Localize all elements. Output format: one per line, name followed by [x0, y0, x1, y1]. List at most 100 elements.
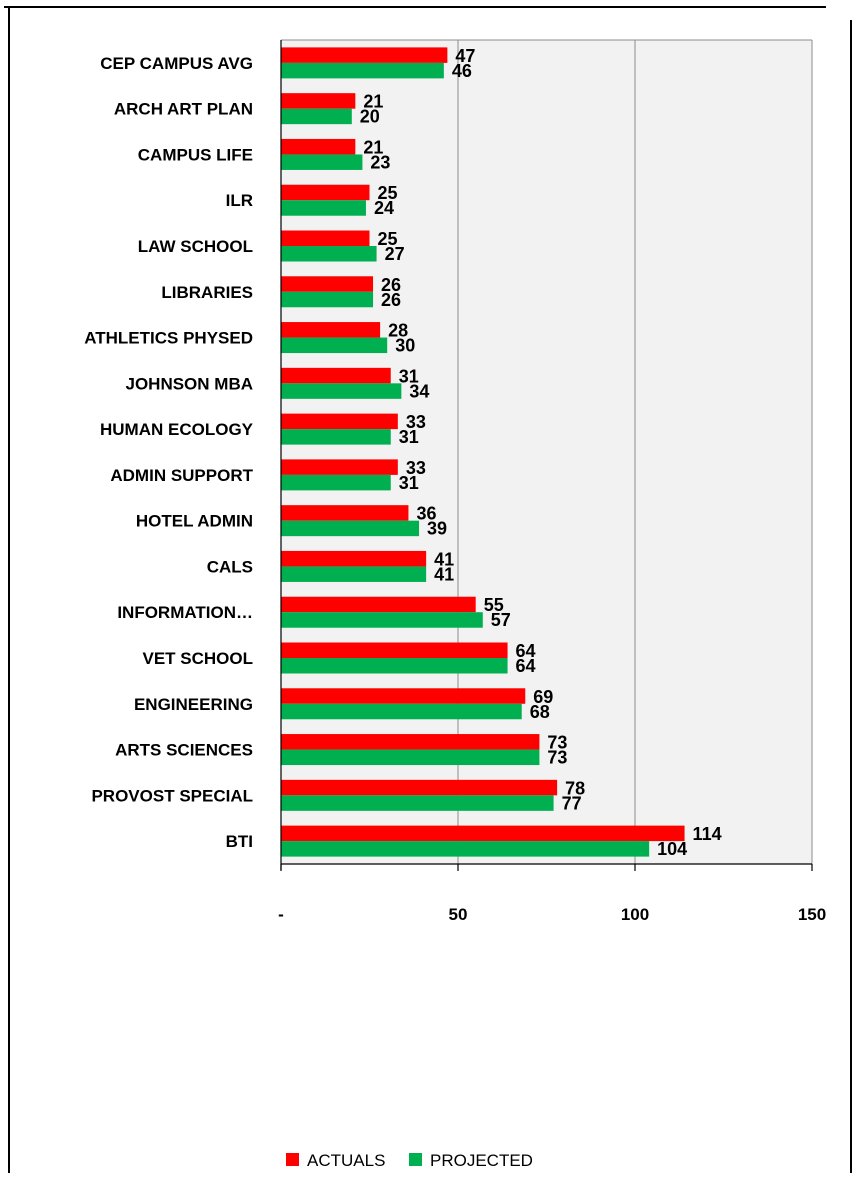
data-label-actuals: 36 [416, 504, 436, 524]
bar-actuals [281, 642, 508, 658]
data-label-projected: 31 [399, 427, 419, 447]
category-label: ARTS SCIENCES [115, 741, 253, 760]
data-label-projected: 31 [399, 473, 419, 493]
legend-swatch-actuals [286, 1153, 299, 1166]
data-label-projected: 23 [370, 152, 390, 172]
category-label: HUMAN ECOLOGY [100, 420, 254, 439]
bar-projected [281, 749, 540, 766]
category-label: LIBRARIES [161, 283, 253, 302]
data-label-actuals: 21 [363, 92, 383, 112]
data-label-projected: 39 [427, 519, 447, 539]
category-label: ADMIN SUPPORT [110, 466, 253, 485]
data-label-actuals: 21 [363, 137, 383, 157]
bar-actuals [281, 596, 476, 613]
bar-actuals [281, 550, 427, 567]
category-label: ILR [226, 191, 253, 210]
data-label-projected: 30 [395, 336, 415, 356]
legend-swatch-projected [409, 1153, 422, 1166]
category-label: HOTEL ADMIN [136, 512, 253, 531]
data-label-projected: 68 [530, 702, 550, 722]
data-label-actuals: 41 [434, 549, 454, 569]
bar-actuals [281, 230, 370, 246]
data-label-actuals: 69 [533, 687, 553, 707]
bar-projected [281, 658, 508, 674]
data-label-projected: 20 [360, 107, 380, 127]
data-label-actuals: 64 [516, 641, 536, 661]
bar-projected [281, 154, 363, 170]
data-label-actuals: 114 [693, 824, 722, 844]
data-label-actuals: 55 [484, 595, 504, 615]
plot-area [281, 40, 812, 864]
data-label-actuals: 25 [378, 183, 398, 203]
category-label: CEP CAMPUS AVG [100, 54, 253, 73]
x-tick-label: - [278, 905, 284, 924]
bar-actuals [281, 734, 540, 750]
data-label-projected: 64 [516, 656, 536, 676]
data-label-projected: 41 [434, 564, 454, 584]
bar-projected [281, 62, 444, 79]
category-label: CALS [207, 557, 253, 576]
category-label: CAMPUS LIFE [138, 145, 253, 164]
bar-projected [281, 108, 352, 125]
data-label-actuals: 47 [455, 46, 475, 66]
category-label: INFORMATION… [117, 603, 253, 622]
bar-projected [281, 612, 483, 628]
bar-actuals [281, 276, 374, 292]
category-label: JOHNSON MBA [125, 374, 253, 393]
data-label-projected: 27 [385, 244, 405, 264]
data-label-actuals: 31 [399, 366, 419, 386]
bar-actuals [281, 93, 356, 109]
category-label: ATHLETICS PHYSED [84, 329, 253, 348]
data-label-projected: 34 [409, 381, 429, 401]
bar-actuals [281, 322, 381, 338]
data-label-actuals: 33 [406, 412, 426, 432]
bar-actuals [281, 459, 398, 475]
data-label-projected: 57 [491, 610, 511, 630]
data-label-actuals: 73 [547, 733, 567, 753]
bar-projected [281, 383, 402, 399]
data-label-projected: 73 [547, 748, 567, 768]
x-tick-label: 50 [449, 905, 468, 924]
bar-actuals [281, 505, 409, 521]
x-tick-label: 150 [798, 905, 826, 924]
data-label-actuals: 78 [565, 778, 585, 798]
data-label-projected: 104 [657, 839, 687, 859]
bar-projected [281, 291, 374, 308]
data-label-projected: 77 [562, 793, 582, 813]
bar-actuals [281, 825, 685, 842]
bar-projected [281, 200, 366, 216]
data-label-projected: 46 [452, 61, 472, 81]
data-label-projected: 26 [381, 290, 401, 310]
data-label-actuals: 33 [406, 458, 426, 478]
data-label-actuals: 28 [388, 321, 408, 341]
category-label: BTI [226, 832, 253, 851]
bar-actuals [281, 688, 526, 704]
data-label-actuals: 25 [378, 229, 398, 249]
category-label: PROVOST SPECIAL [91, 786, 253, 805]
bar-actuals [281, 47, 448, 63]
bar-projected [281, 703, 522, 720]
bar-projected [281, 841, 650, 857]
category-label: VET SCHOOL [142, 649, 253, 668]
bar-projected [281, 337, 388, 354]
legend-label-actuals: ACTUALS [307, 1151, 385, 1170]
bar-actuals [281, 779, 558, 796]
x-tick-label: 100 [621, 905, 649, 924]
category-label: ARCH ART PLAN [114, 100, 253, 119]
bar-projected [281, 429, 391, 445]
bar-projected [281, 566, 427, 582]
data-label-actuals: 26 [381, 275, 401, 295]
data-label-projected: 24 [374, 198, 394, 218]
bar-actuals [281, 367, 391, 384]
bar-projected [281, 520, 420, 537]
bar-actuals [281, 184, 370, 201]
bar-projected [281, 795, 554, 811]
bar-projected [281, 246, 377, 262]
category-label: ENGINEERING [134, 695, 253, 714]
legend-label-projected: PROJECTED [430, 1151, 533, 1170]
category-label: LAW SCHOOL [138, 237, 253, 256]
bar-actuals [281, 413, 398, 430]
bar-actuals [281, 138, 356, 155]
